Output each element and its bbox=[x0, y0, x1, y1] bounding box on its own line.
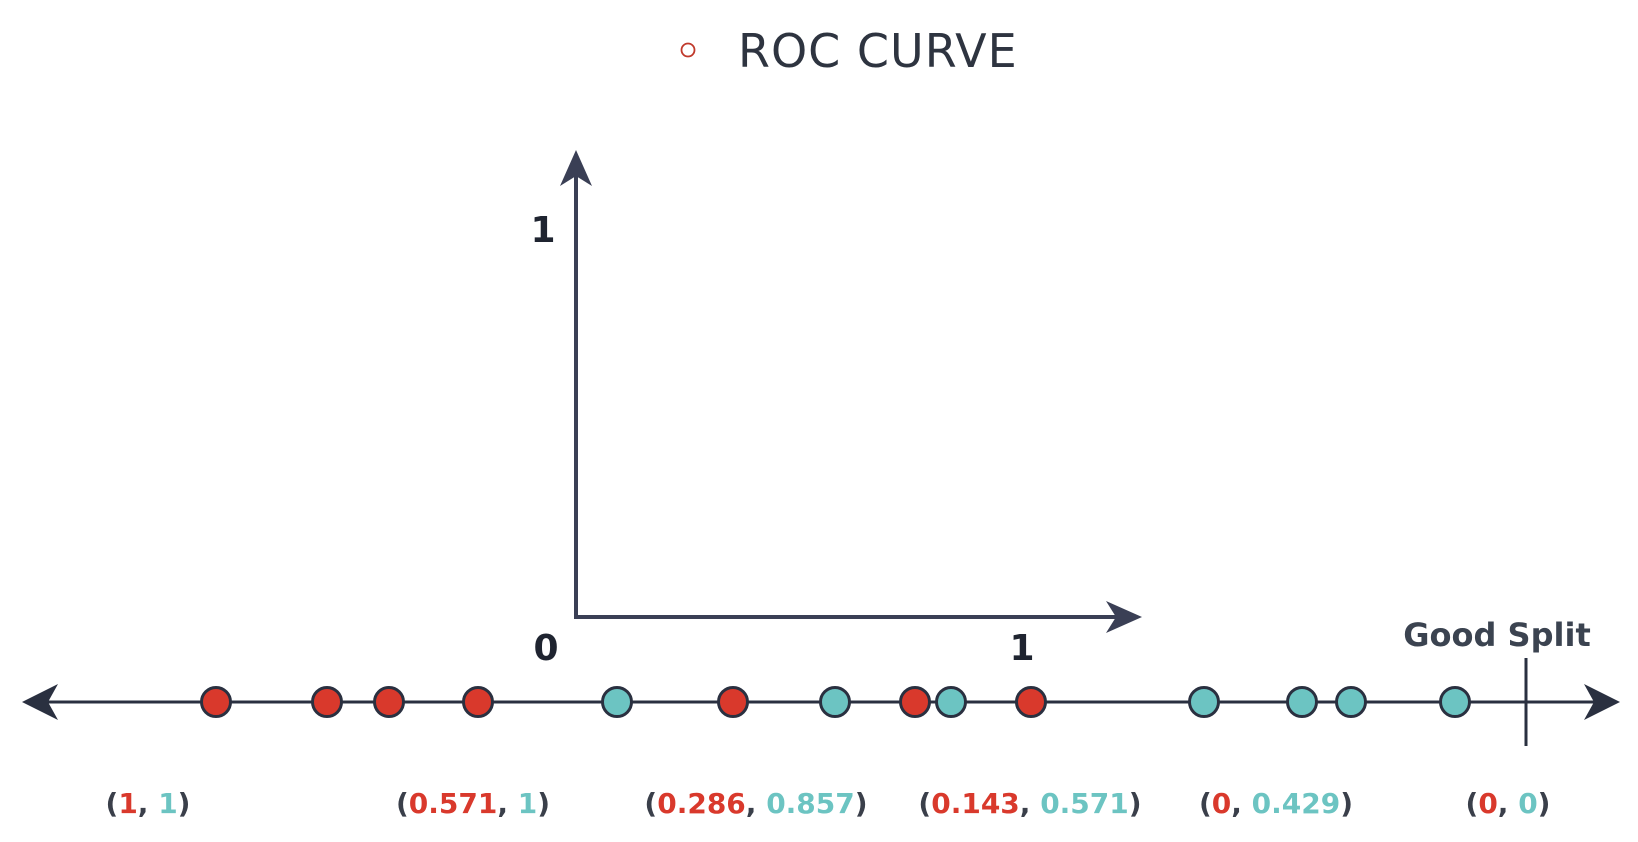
left-arrow-icon bbox=[22, 684, 58, 720]
negative-point bbox=[200, 686, 232, 718]
negative-point bbox=[373, 686, 405, 718]
open-paren: ( bbox=[918, 787, 931, 820]
pair-separator: , bbox=[1020, 787, 1040, 820]
coordinate-pair: (0.571, 1) bbox=[396, 787, 550, 820]
pair-separator: , bbox=[138, 787, 158, 820]
positive-point bbox=[1335, 686, 1367, 718]
pair-separator: , bbox=[1498, 787, 1518, 820]
open-paren: ( bbox=[1199, 787, 1212, 820]
number-line: Good Split bbox=[22, 616, 1620, 746]
coordinate-pairs: (1, 1) (0.571, 1) (0.286, 0.857) (0.143, 0.… bbox=[106, 787, 1551, 820]
positive-point bbox=[601, 686, 633, 718]
pair-y-value: 0 bbox=[1518, 787, 1537, 820]
coordinate-pair: (0, 0.429) bbox=[1199, 787, 1353, 820]
pair-x-value: 0 bbox=[1212, 787, 1231, 820]
y-axis-max-label: 1 bbox=[530, 210, 555, 251]
pair-y-value: 1 bbox=[518, 787, 537, 820]
roc-axes: 1 0 1 bbox=[530, 150, 1142, 669]
right-arrow-icon bbox=[1584, 684, 1620, 720]
open-paren: ( bbox=[1466, 787, 1479, 820]
coordinate-pair: (0.286, 0.857) bbox=[644, 787, 867, 820]
pair-y-value: 1 bbox=[158, 787, 177, 820]
pair-y-value: 0.429 bbox=[1252, 787, 1341, 820]
page-title: ROC CURVE bbox=[738, 24, 1018, 78]
pair-separator: , bbox=[497, 787, 517, 820]
open-paren: ( bbox=[106, 787, 119, 820]
positive-point bbox=[935, 686, 967, 718]
negative-point bbox=[462, 686, 494, 718]
close-paren: ) bbox=[855, 787, 868, 820]
pair-x-value: 0.571 bbox=[409, 787, 498, 820]
pair-x-value: 1 bbox=[118, 787, 137, 820]
pair-separator: , bbox=[746, 787, 766, 820]
pair-x-value: 0.143 bbox=[931, 787, 1020, 820]
coordinate-pair: (0, 0) bbox=[1466, 787, 1551, 820]
pair-x-value: 0 bbox=[1478, 787, 1497, 820]
open-paren: ( bbox=[644, 787, 657, 820]
close-paren: ) bbox=[1340, 787, 1353, 820]
open-paren: ( bbox=[396, 787, 409, 820]
data-points bbox=[200, 686, 1471, 718]
coordinate-pair: (0.143, 0.571) bbox=[918, 787, 1141, 820]
close-paren: ) bbox=[537, 787, 550, 820]
positive-point bbox=[1439, 686, 1471, 718]
close-paren: ) bbox=[1538, 787, 1551, 820]
negative-point bbox=[1015, 686, 1047, 718]
pair-x-value: 0.286 bbox=[657, 787, 746, 820]
positive-point bbox=[1188, 686, 1220, 718]
pair-y-value: 0.857 bbox=[766, 787, 855, 820]
x-axis-max-label: 1 bbox=[1009, 628, 1034, 669]
positive-point bbox=[819, 686, 851, 718]
x-axis-arrow-icon bbox=[1106, 601, 1142, 633]
origin-label: 0 bbox=[533, 628, 558, 669]
coordinate-pair: (1, 1) bbox=[106, 787, 191, 820]
close-paren: ) bbox=[178, 787, 191, 820]
pair-separator: , bbox=[1231, 787, 1251, 820]
close-paren: ) bbox=[1129, 787, 1142, 820]
pair-y-value: 0.571 bbox=[1040, 787, 1129, 820]
positive-point bbox=[1286, 686, 1318, 718]
negative-point bbox=[717, 686, 749, 718]
y-axis-arrow-icon bbox=[560, 150, 592, 186]
negative-point bbox=[899, 686, 931, 718]
split-label: Good Split bbox=[1403, 616, 1590, 654]
title-bullet-icon bbox=[680, 42, 696, 58]
negative-point bbox=[311, 686, 343, 718]
